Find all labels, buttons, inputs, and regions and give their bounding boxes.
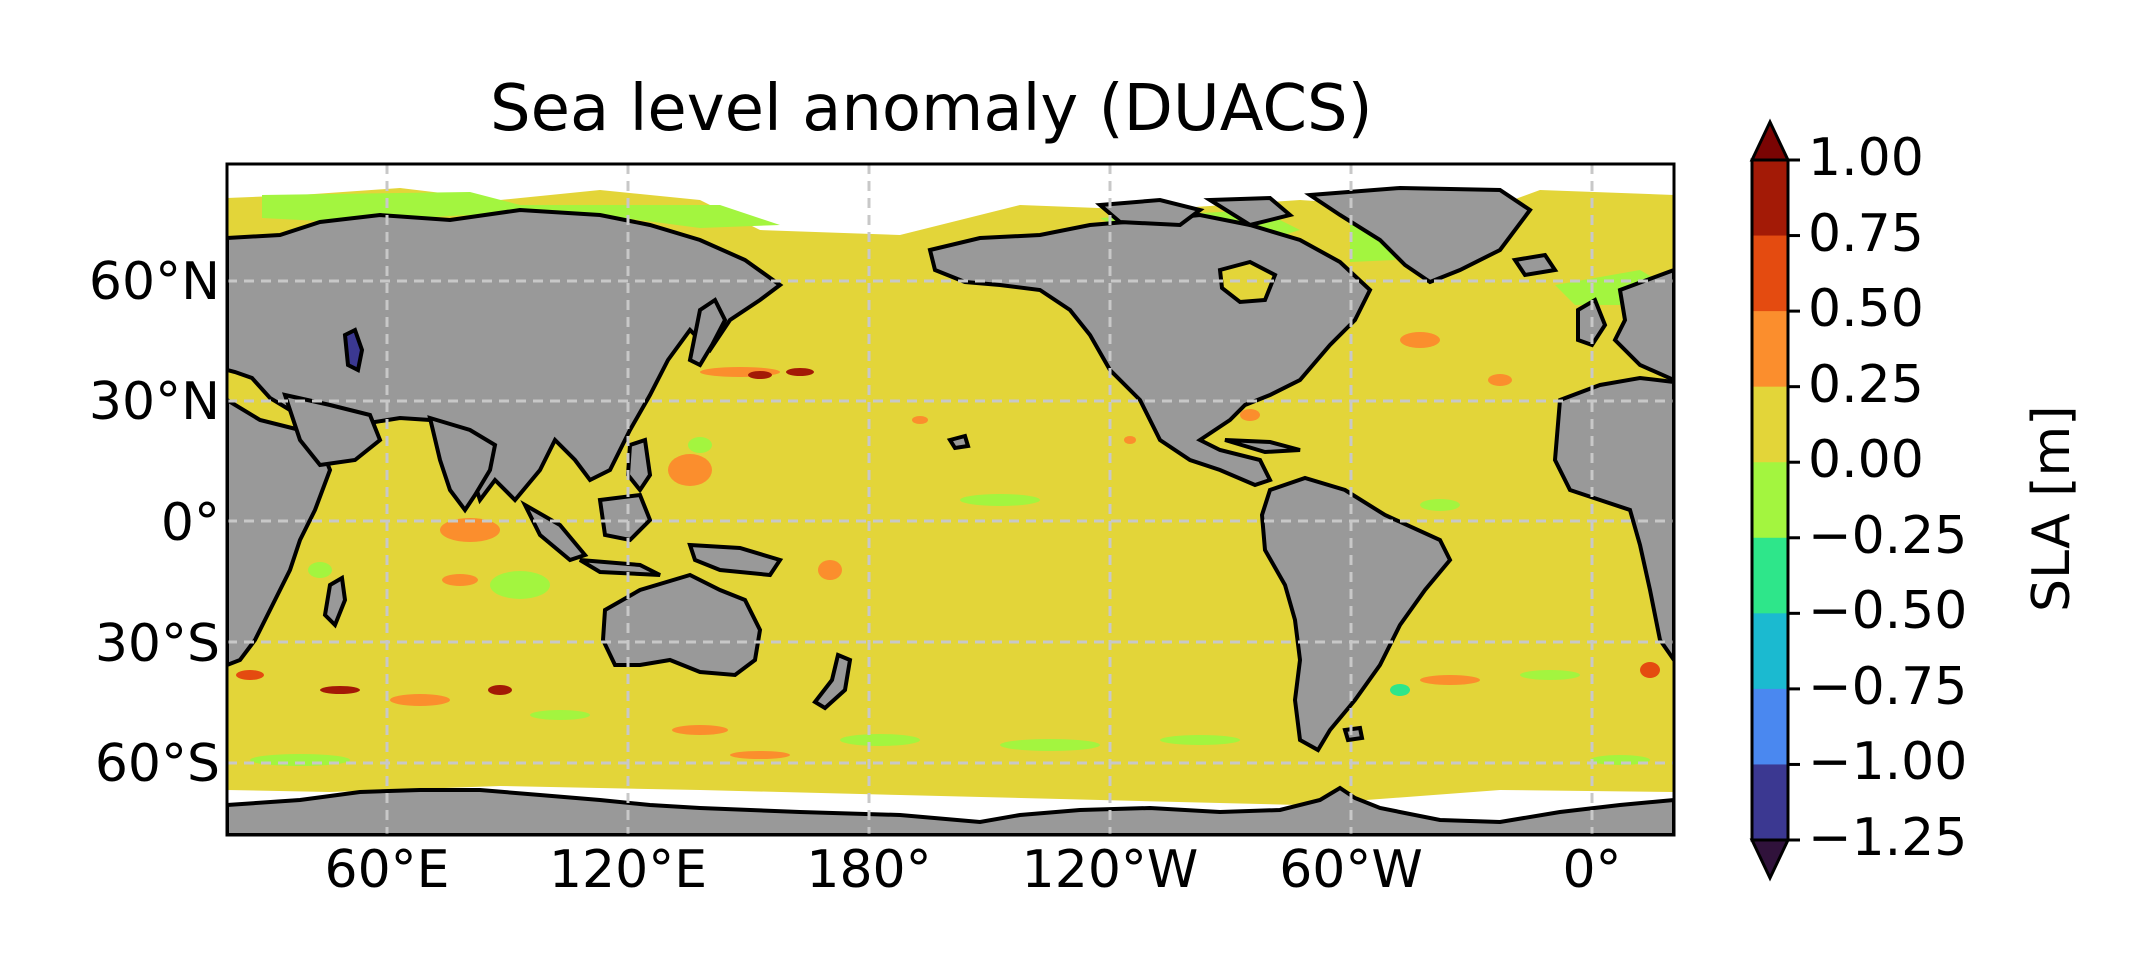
colorbar-extend-min <box>1749 838 1791 882</box>
colorbar-extend-max <box>1749 118 1791 162</box>
landmass-japan <box>687 297 728 368</box>
lat-tick-30s: 30°S <box>94 614 220 674</box>
landmass-borneo <box>597 492 653 543</box>
lon-tick-60w: 60°W <box>1279 840 1423 900</box>
colorbar-segment <box>1752 537 1788 614</box>
lat-tick-30n: 30°N <box>88 372 220 432</box>
lon-tick-120e: 120°E <box>548 840 708 900</box>
landmass-south-america <box>1259 475 1453 753</box>
colorbar-tick-label: 0.50 <box>1808 279 1924 340</box>
arctic-no-data <box>227 164 1674 235</box>
colorbar-segment <box>1752 688 1788 765</box>
colorbar <box>1749 118 1800 882</box>
colorbar-tick-label: 0.00 <box>1808 430 1924 491</box>
anomaly-patches <box>236 332 1660 766</box>
landmass-arabia <box>281 392 383 468</box>
lat-tick-0: 0° <box>160 493 220 553</box>
colorbar-tick-label: −1.00 <box>1808 732 1968 793</box>
landmass-europe <box>1612 267 1674 383</box>
landmass-small-islands <box>1342 725 1365 743</box>
map-panel <box>227 164 1674 835</box>
caspian-sea <box>342 327 365 373</box>
colorbar-segment <box>1752 311 1788 388</box>
landmass-small-islands <box>946 433 971 451</box>
colorbar-segment <box>1752 613 1788 690</box>
colorbar-segment <box>1752 160 1788 237</box>
colorbar-tick-label: 0.75 <box>1808 203 1924 264</box>
colorbar-tick-label: 1.00 <box>1808 128 1924 188</box>
lon-tick-60e: 60°E <box>324 840 450 900</box>
landmass-madagascar <box>322 574 348 629</box>
colorbar-frame <box>1750 158 1790 842</box>
landmass-new-zealand <box>812 652 853 711</box>
landmass-cuba <box>1224 438 1301 455</box>
colorbar-segment <box>1752 386 1788 463</box>
landmass-new-guinea <box>687 542 784 578</box>
colorbar-tick-label: 0.25 <box>1808 354 1924 415</box>
colorbar-segment <box>1752 764 1788 841</box>
landmass-antarctica <box>227 785 1674 835</box>
landmass-australia <box>600 572 763 678</box>
map-title: Sea level anomaly (DUACS) <box>490 72 1373 146</box>
map-frame <box>225 162 1676 837</box>
landmass-iceland <box>1511 252 1559 278</box>
colorbar-segment <box>1752 235 1788 312</box>
lat-tick-60s: 60°S <box>94 734 220 794</box>
colorbar-label: SLA [m] <box>2022 405 2082 612</box>
lon-tick-120w: 120°W <box>1021 840 1199 900</box>
landmass-west-africa <box>1552 375 1674 664</box>
landmass-canadian-islands <box>1203 195 1295 228</box>
lon-tick-0: 0° <box>1562 840 1622 900</box>
landmass-java <box>578 558 661 577</box>
gridlines <box>227 164 1674 835</box>
landmass-canadian-islands <box>1095 197 1205 228</box>
lat-tick-60n: 60°N <box>88 252 220 312</box>
colorbar-tick-label: −0.50 <box>1808 581 1968 642</box>
landmass-india <box>427 415 498 514</box>
colorbar-tick-label: −0.25 <box>1808 505 1968 566</box>
colorbar-tick-label: −0.75 <box>1808 656 1968 717</box>
colorbar-segment <box>1752 462 1788 539</box>
lon-tick-180: 180° <box>806 840 932 900</box>
colorbar-tick-label: −1.25 <box>1808 808 1968 868</box>
landmass-greenland <box>1304 185 1533 285</box>
